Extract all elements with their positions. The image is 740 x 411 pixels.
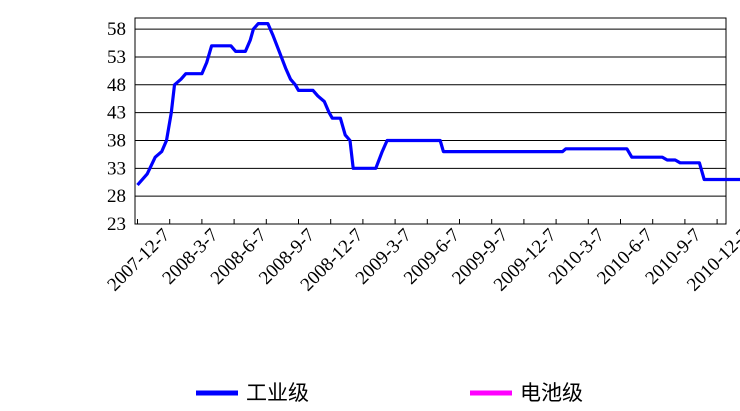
y-tick-label: 48 <box>107 75 126 96</box>
y-tick-label: 38 <box>107 130 126 151</box>
y-tick-label: 43 <box>107 103 126 124</box>
x-tick-label: 2007-12-7 <box>103 225 174 296</box>
plot-area <box>134 17 727 225</box>
legend-label: 电池级 <box>520 381 583 405</box>
y-tick-label: 23 <box>107 214 126 235</box>
y-tick-label: 58 <box>107 19 126 40</box>
legend: 工业级 电池级 <box>196 381 583 405</box>
legend-label: 工业级 <box>246 381 309 405</box>
y-axis: 58 53 48 43 38 33 28 23 <box>107 19 126 235</box>
series-line-1 <box>136 22 740 187</box>
y-tick-label: 28 <box>107 186 126 207</box>
x-axis: 2007-12-72008-3-72008-6-72008-9-72008-12… <box>103 219 740 296</box>
y-tick-label: 53 <box>107 47 126 68</box>
y-tick-label: 33 <box>107 158 126 179</box>
series-lines <box>136 22 740 187</box>
